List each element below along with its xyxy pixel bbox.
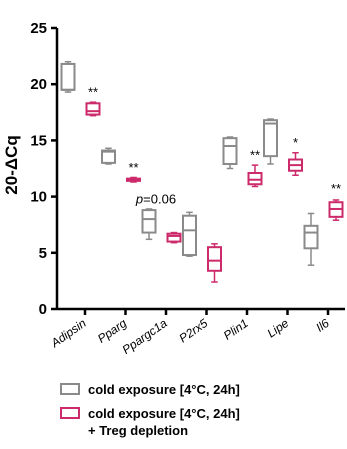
box-control bbox=[182, 211, 197, 257]
significance-annotation: * bbox=[293, 135, 298, 150]
box-treg bbox=[207, 243, 222, 283]
legend-item-control: cold exposure [4°C, 24h] bbox=[60, 381, 240, 398]
box-body bbox=[303, 224, 319, 250]
y-tick-label: 25 bbox=[30, 20, 47, 37]
x-tick-label: P2rx5 bbox=[177, 316, 211, 346]
box-body bbox=[166, 232, 182, 243]
x-tick-label: Lipe bbox=[265, 316, 292, 341]
y-tick-label: 20 bbox=[30, 76, 47, 93]
box-body bbox=[222, 137, 238, 166]
box-body bbox=[182, 214, 197, 257]
significance-annotation: ** bbox=[250, 148, 260, 163]
x-tick-label: Adipsin bbox=[48, 316, 89, 351]
box-treg bbox=[288, 152, 303, 176]
box-body bbox=[101, 149, 116, 164]
legend-swatch-control bbox=[60, 383, 80, 395]
box-body bbox=[60, 62, 76, 91]
x-tick-label: Ppargc1a bbox=[120, 316, 170, 357]
box-control bbox=[60, 60, 76, 93]
y-tick-label: 15 bbox=[30, 132, 47, 149]
y-tick-label: 10 bbox=[30, 189, 47, 206]
box-control bbox=[141, 208, 157, 241]
box-series bbox=[60, 60, 344, 283]
legend-swatch-treg bbox=[60, 407, 80, 419]
x-tick-label: Plin1 bbox=[221, 316, 251, 343]
significance-annotation: p=0.06 bbox=[135, 191, 176, 206]
box-body bbox=[207, 246, 222, 272]
box-body bbox=[247, 171, 263, 186]
box-control bbox=[222, 136, 238, 170]
y-tick-label: 5 bbox=[39, 245, 47, 262]
box-treg bbox=[166, 231, 182, 244]
y-axis-label: 20-ΔCq bbox=[2, 135, 21, 194]
legend-label-treg: cold exposure [4°C, 24h] + Treg depletio… bbox=[88, 406, 240, 438]
significance-annotation: ** bbox=[128, 160, 138, 175]
p-value: =0.06 bbox=[143, 191, 176, 206]
box-body bbox=[141, 209, 157, 234]
significance-annotations: ****p=0.06***** bbox=[88, 85, 341, 207]
box-treg bbox=[85, 101, 101, 117]
box-control bbox=[303, 212, 319, 266]
significance-annotation: ** bbox=[331, 181, 341, 196]
legend: cold exposure [4°C, 24h] cold exposure [… bbox=[60, 381, 240, 446]
box-control bbox=[101, 147, 116, 165]
p-symbol: p bbox=[135, 191, 143, 206]
x-tick-label: Il6 bbox=[313, 316, 332, 335]
box-body bbox=[85, 102, 101, 116]
legend-item-treg: cold exposure [4°C, 24h] + Treg depletio… bbox=[60, 405, 240, 439]
box-treg bbox=[247, 164, 263, 188]
box-control bbox=[263, 118, 278, 165]
significance-annotation: ** bbox=[88, 85, 98, 100]
y-axis: 0 5 10 15 20 25 bbox=[30, 20, 59, 318]
box-treg bbox=[126, 176, 141, 183]
box-treg bbox=[328, 199, 344, 221]
y-tick-label: 0 bbox=[39, 301, 47, 318]
legend-label-control: cold exposure [4°C, 24h] bbox=[88, 382, 240, 397]
box-body bbox=[263, 119, 278, 158]
